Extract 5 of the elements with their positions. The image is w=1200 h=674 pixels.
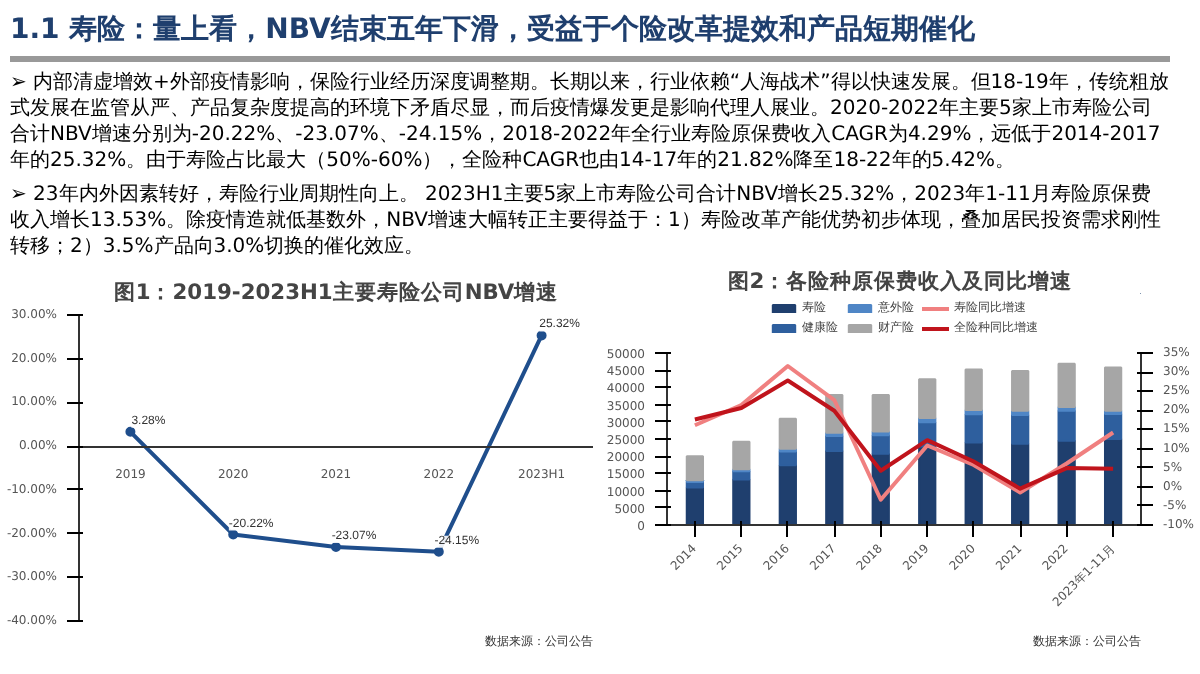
chart-title: 图2：各险种原保费收入及同比增速 (725, 266, 1075, 297)
text: 1.1 寿险：量上看，NBV结束五年下滑，受益于个险改革提效和产品短期催化 (10, 4, 1170, 62)
chart-title: 图1：2019-2023H1主要寿险公司NBV增速 (113, 279, 561, 305)
text: ➢ 23年内外因素转好，寿险行业周期性向上。 2023H1主要5家上市寿险公司合计NBV增长25.32%，2023年1-11月寿险原保费收入增长13.53%。除疫情造就低基数外，NBV增速大幅转正主要得益于：1）寿险改革产能优势初步体现，叠加居民投资需求刚性转移；2）3.5%产品向3.0%切换的催化效应。 (10, 182, 1163, 260)
text: ➢ 内部清虚增效+外部疫情影响，保险行业经历深度调整期。长期以来，行业依赖“人海战术”得以快速发展。但18-19年，传统粗放式发展在监管从严、产品复杂度提高的环境下矛盾尽显，而后疫情爆发更是影响代理人展业。2020-2022年主要5家上市寿险公司合计NBV增速分别为-20.22%、-23.07%、-24.15%，2018-2022年全行业寿险原保费收入CAGR为4.29%，远低于2014-2017年的25.32%。由于寿险占比最大（50%-60%），全险种CAGR也由14-17年的21.82%降至18-22年的5.42%。 (10, 70, 1170, 174)
